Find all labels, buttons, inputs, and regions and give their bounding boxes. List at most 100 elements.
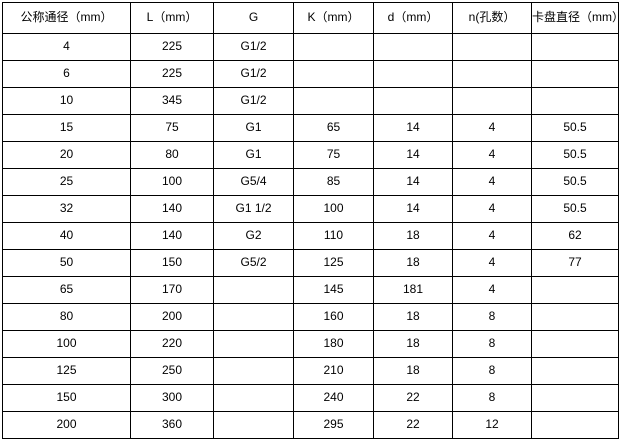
cell-chuck-diameter: 50.5 (531, 195, 619, 223)
cell-length: 300 (130, 384, 214, 412)
cell-nominal-diameter: 200 (2, 411, 131, 439)
cell-hole-count: 4 (452, 141, 532, 169)
cell-d: 18 (373, 249, 453, 277)
cell-hole-count: 12 (452, 411, 532, 439)
cell-d-empty (373, 33, 453, 61)
cell-chuck-diameter: 50.5 (531, 114, 619, 142)
cell-d: 22 (373, 384, 453, 412)
cell-chuck-diameter: 77 (531, 249, 619, 277)
cell-k: 295 (293, 411, 374, 439)
cell-length: 170 (130, 276, 214, 304)
cell-length: 345 (130, 87, 214, 115)
table-row: 20 80 G1 75 14 4 50.5 (2, 141, 619, 169)
cell-k-empty (293, 87, 374, 115)
cell-thread-empty (213, 303, 294, 331)
cell-hole-count: 8 (452, 330, 532, 358)
cell-hole-count-empty (452, 60, 532, 88)
cell-d: 18 (373, 357, 453, 385)
cell-k: 65 (293, 114, 374, 142)
cell-length: 200 (130, 303, 214, 331)
cell-nominal-diameter: 20 (2, 141, 131, 169)
cell-nominal-diameter: 10 (2, 87, 131, 115)
cell-nominal-diameter: 65 (2, 276, 131, 304)
cell-chuck-diameter-empty (531, 276, 619, 304)
cell-nominal-diameter: 4 (2, 33, 131, 61)
cell-hole-count: 4 (452, 114, 532, 142)
column-header-k: K（mm） (293, 2, 374, 34)
column-header-thread: G (213, 2, 294, 34)
cell-length: 75 (130, 114, 214, 142)
cell-thread: G5/4 (213, 168, 294, 196)
cell-thread: G1/2 (213, 60, 294, 88)
cell-chuck-diameter-empty (531, 330, 619, 358)
cell-hole-count: 4 (452, 195, 532, 223)
column-header-d: d（mm） (373, 2, 453, 34)
cell-chuck-diameter-empty (531, 33, 619, 61)
cell-length: 100 (130, 168, 214, 196)
cell-chuck-diameter: 50.5 (531, 168, 619, 196)
cell-k: 160 (293, 303, 374, 331)
cell-hole-count: 4 (452, 168, 532, 196)
cell-k: 100 (293, 195, 374, 223)
cell-chuck-diameter-empty (531, 357, 619, 385)
cell-thread-empty (213, 276, 294, 304)
table-row: 6 225 G1/2 (2, 60, 619, 88)
column-header-chuck-diameter: 卡盘直径（mm） (531, 2, 620, 34)
table-row: 100 220 180 18 8 (2, 330, 619, 358)
cell-nominal-diameter: 150 (2, 384, 131, 412)
table-row: 65 170 145 181 4 (2, 276, 619, 304)
table-row: 200 360 295 22 12 (2, 411, 619, 439)
column-header-hole-count: n(孔数） (452, 2, 532, 34)
cell-d: 14 (373, 141, 453, 169)
cell-k: 110 (293, 222, 374, 250)
column-header-nominal-diameter: 公称通径（mm） (2, 2, 131, 34)
cell-k-empty (293, 60, 374, 88)
table-row: 10 345 G1/2 (2, 87, 619, 115)
cell-d-empty (373, 87, 453, 115)
cell-k: 75 (293, 141, 374, 169)
cell-d: 18 (373, 330, 453, 358)
cell-chuck-diameter: 50.5 (531, 141, 619, 169)
table-row: 40 140 G2 110 18 4 62 (2, 222, 619, 250)
cell-length: 360 (130, 411, 214, 439)
cell-length: 140 (130, 222, 214, 250)
column-header-length: L（mm） (130, 2, 214, 34)
cell-hole-count: 8 (452, 357, 532, 385)
cell-hole-count: 8 (452, 384, 532, 412)
table-row: 32 140 G1 1/2 100 14 4 50.5 (2, 195, 619, 223)
cell-k: 180 (293, 330, 374, 358)
cell-thread: G1 (213, 114, 294, 142)
cell-nominal-diameter: 100 (2, 330, 131, 358)
cell-thread: G2 (213, 222, 294, 250)
cell-thread: G1/2 (213, 87, 294, 115)
cell-hole-count: 8 (452, 303, 532, 331)
table-body: 4 225 G1/2 6 225 G1/2 10 345 G1/2 (2, 33, 619, 439)
cell-thread: G1 1/2 (213, 195, 294, 223)
table-row: 25 100 G5/4 85 14 4 50.5 (2, 168, 619, 196)
cell-nominal-diameter: 6 (2, 60, 131, 88)
cell-chuck-diameter-empty (531, 384, 619, 412)
cell-hole-count-empty (452, 33, 532, 61)
cell-length: 225 (130, 33, 214, 61)
cell-chuck-diameter-empty (531, 411, 619, 439)
cell-d: 22 (373, 411, 453, 439)
cell-thread-empty (213, 357, 294, 385)
cell-chuck-diameter-empty (531, 87, 619, 115)
table-row: 150 300 240 22 8 (2, 384, 619, 412)
cell-d: 14 (373, 114, 453, 142)
table-header: 公称通径（mm） L（mm） G K（mm） d（mm） n(孔数） 卡盘直径（… (2, 2, 620, 34)
cell-d: 14 (373, 168, 453, 196)
cell-nominal-diameter: 32 (2, 195, 131, 223)
cell-k: 85 (293, 168, 374, 196)
cell-length: 225 (130, 60, 214, 88)
cell-nominal-diameter: 50 (2, 249, 131, 277)
cell-d: 14 (373, 195, 453, 223)
cell-thread: G1 (213, 141, 294, 169)
cell-length: 140 (130, 195, 214, 223)
cell-chuck-diameter-empty (531, 303, 619, 331)
cell-thread: G5/2 (213, 249, 294, 277)
cell-d-empty (373, 60, 453, 88)
cell-length: 80 (130, 141, 214, 169)
cell-k: 210 (293, 357, 374, 385)
